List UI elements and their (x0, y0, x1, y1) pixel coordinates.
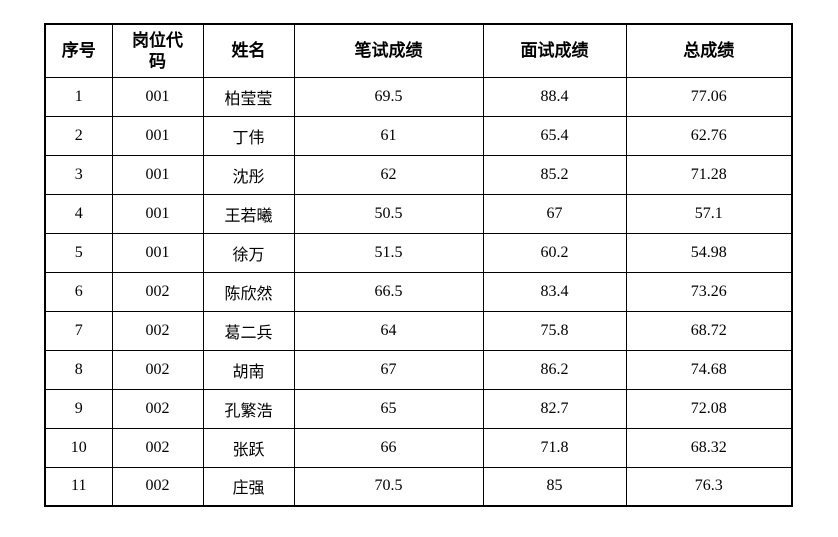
cell-written-score: 65 (293, 388, 484, 429)
cell-interview-score: 83.4 (482, 271, 627, 312)
cell-interview-score: 75.8 (482, 310, 627, 351)
cell-interview-score: 60.2 (482, 232, 627, 273)
cell-name: 张跃 (202, 427, 295, 468)
header-name: 姓名 (202, 23, 295, 78)
header-interview-score-label: 面试成绩 (520, 41, 589, 61)
table-row: 11 002 庄强 70.5 85 76.3 (44, 466, 793, 507)
cell-written-score: 50.5 (293, 193, 484, 234)
cell-total-score: 73.26 (625, 271, 793, 312)
cell-total-score: 72.08 (625, 388, 793, 429)
header-interview-score: 面试成绩 (482, 23, 627, 78)
cell-total-score: 62.76 (625, 115, 793, 156)
table-row: 6 002 陈欣然 66.5 83.4 73.26 (44, 271, 793, 312)
cell-index: 7 (44, 310, 113, 351)
cell-name: 柏莹莹 (202, 76, 295, 117)
cell-name: 胡南 (202, 349, 295, 390)
cell-name: 丁伟 (202, 115, 295, 156)
exam-scores-table: 序号 岗位代码 姓名 笔试成绩 面试成绩 总成绩 1 001 柏莹莹 69.5 … (44, 23, 793, 507)
cell-name: 陈欣然 (202, 271, 295, 312)
cell-written-score: 61 (293, 115, 484, 156)
cell-index: 9 (44, 388, 113, 429)
cell-index: 8 (44, 349, 113, 390)
cell-code: 002 (111, 388, 204, 429)
table-row: 4 001 王若曦 50.5 67 57.1 (44, 193, 793, 234)
cell-total-score: 57.1 (625, 193, 793, 234)
table-row: 3 001 沈彤 62 85.2 71.28 (44, 154, 793, 195)
cell-code: 002 (111, 349, 204, 390)
cell-code: 001 (111, 193, 204, 234)
cell-name: 孔繁浩 (202, 388, 295, 429)
cell-code: 001 (111, 76, 204, 117)
cell-interview-score: 65.4 (482, 115, 627, 156)
cell-interview-score: 85.2 (482, 154, 627, 195)
cell-interview-score: 71.8 (482, 427, 627, 468)
cell-interview-score: 86.2 (482, 349, 627, 390)
header-code: 岗位代码 (111, 23, 204, 78)
cell-total-score: 74.68 (625, 349, 793, 390)
table-body: 1 001 柏莹莹 69.5 88.4 77.06 2 001 丁伟 61 65… (44, 76, 793, 507)
header-code-label: 岗位代码 (131, 30, 183, 71)
cell-written-score: 62 (293, 154, 484, 195)
table-row: 2 001 丁伟 61 65.4 62.76 (44, 115, 793, 156)
cell-written-score: 67 (293, 349, 484, 390)
cell-code: 001 (111, 115, 204, 156)
table-header-row: 序号 岗位代码 姓名 笔试成绩 面试成绩 总成绩 (44, 23, 793, 78)
cell-total-score: 54.98 (625, 232, 793, 273)
cell-code: 001 (111, 154, 204, 195)
cell-total-score: 77.06 (625, 76, 793, 117)
header-total-score-label: 总成绩 (683, 41, 735, 61)
table-row: 7 002 葛二兵 64 75.8 68.72 (44, 310, 793, 351)
cell-code: 002 (111, 271, 204, 312)
cell-index: 2 (44, 115, 113, 156)
header-index: 序号 (44, 23, 113, 78)
table-row: 8 002 胡南 67 86.2 74.68 (44, 349, 793, 390)
cell-code: 002 (111, 466, 204, 507)
cell-written-score: 70.5 (293, 466, 484, 507)
cell-interview-score: 88.4 (482, 76, 627, 117)
table-row: 10 002 张跃 66 71.8 68.32 (44, 427, 793, 468)
cell-written-score: 64 (293, 310, 484, 351)
header-written-score-label: 笔试成绩 (354, 41, 423, 61)
cell-interview-score: 85 (482, 466, 627, 507)
cell-index: 6 (44, 271, 113, 312)
cell-index: 3 (44, 154, 113, 195)
cell-code: 002 (111, 310, 204, 351)
cell-code: 002 (111, 427, 204, 468)
table-row: 1 001 柏莹莹 69.5 88.4 77.06 (44, 76, 793, 117)
cell-interview-score: 82.7 (482, 388, 627, 429)
header-index-label: 序号 (61, 41, 96, 61)
cell-interview-score: 67 (482, 193, 627, 234)
header-written-score: 笔试成绩 (293, 23, 484, 78)
cell-written-score: 69.5 (293, 76, 484, 117)
cell-name: 葛二兵 (202, 310, 295, 351)
cell-name: 王若曦 (202, 193, 295, 234)
cell-name: 沈彤 (202, 154, 295, 195)
cell-written-score: 66.5 (293, 271, 484, 312)
header-name-label: 姓名 (231, 41, 266, 61)
cell-total-score: 68.72 (625, 310, 793, 351)
header-total-score: 总成绩 (625, 23, 793, 78)
cell-total-score: 76.3 (625, 466, 793, 507)
cell-total-score: 68.32 (625, 427, 793, 468)
cell-index: 1 (44, 76, 113, 117)
cell-index: 4 (44, 193, 113, 234)
table-row: 5 001 徐万 51.5 60.2 54.98 (44, 232, 793, 273)
cell-name: 庄强 (202, 466, 295, 507)
cell-code: 001 (111, 232, 204, 273)
cell-name: 徐万 (202, 232, 295, 273)
cell-index: 10 (44, 427, 113, 468)
cell-written-score: 51.5 (293, 232, 484, 273)
cell-written-score: 66 (293, 427, 484, 468)
cell-total-score: 71.28 (625, 154, 793, 195)
cell-index: 5 (44, 232, 113, 273)
cell-index: 11 (44, 466, 113, 507)
table-row: 9 002 孔繁浩 65 82.7 72.08 (44, 388, 793, 429)
